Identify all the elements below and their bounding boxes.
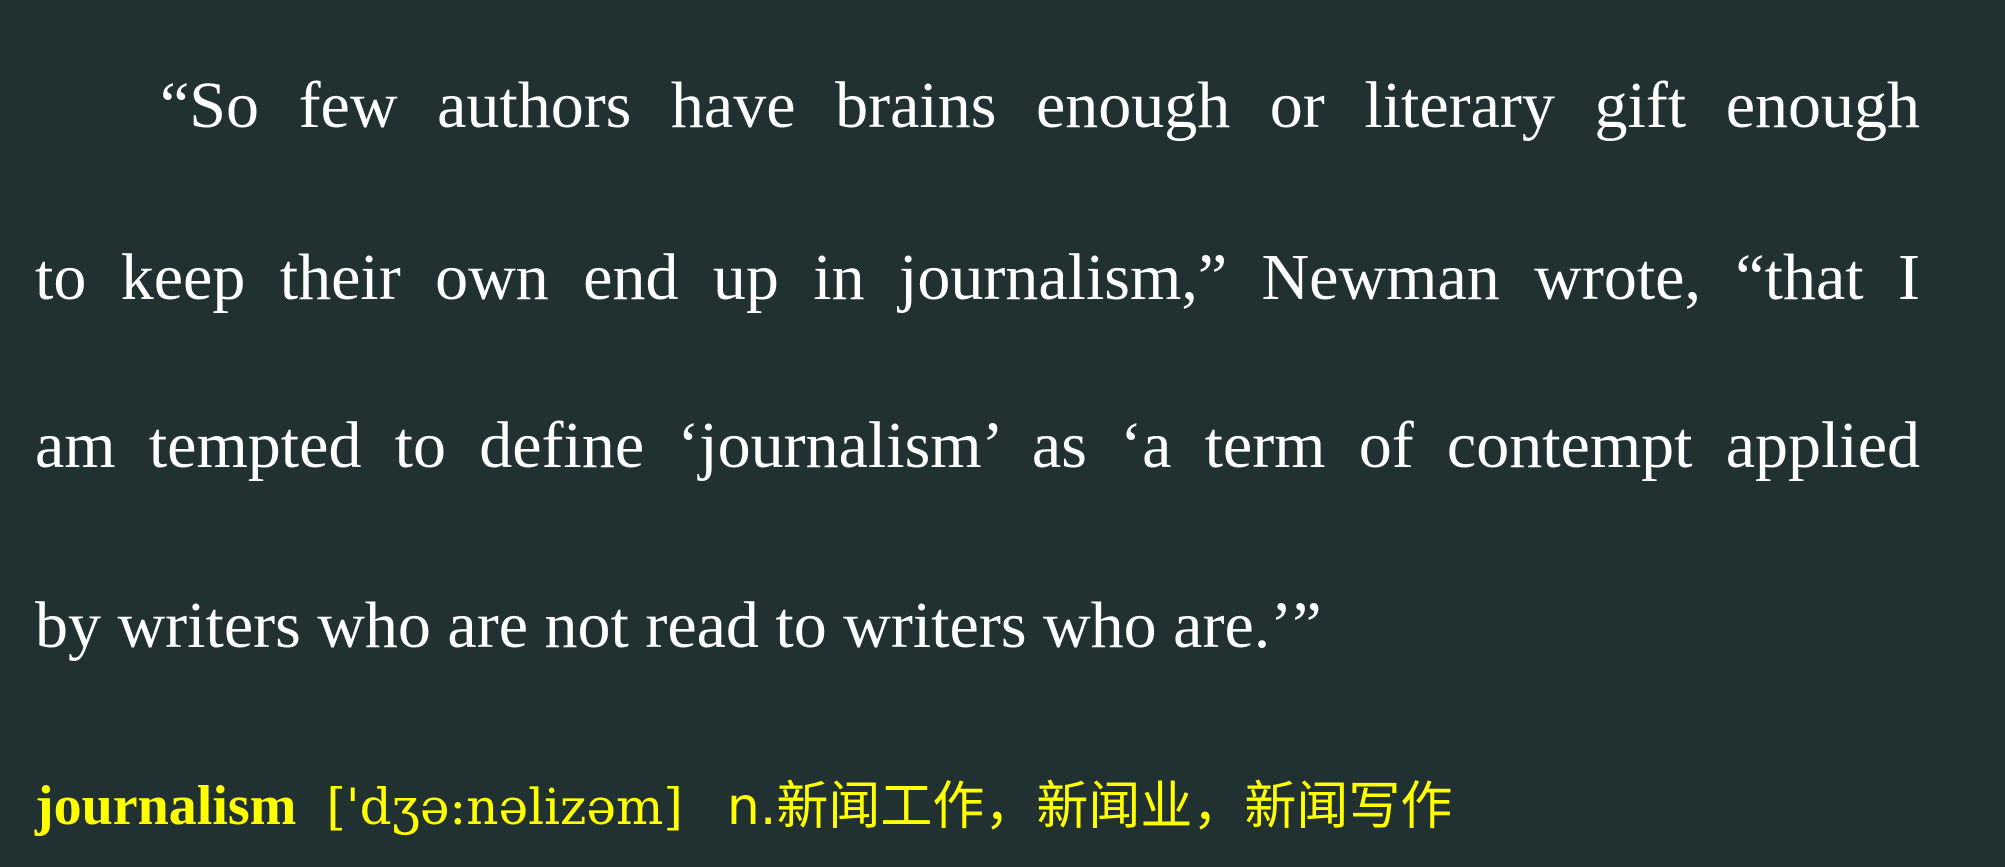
vocabulary-entry: journalism ['dʒə:nəlizəm] n.新闻工作，新闻业，新闻写作: [35, 771, 1452, 841]
vocabulary-word: journalism: [35, 775, 297, 837]
quote-line-1: “So few authors have brains enough or li…: [160, 69, 1920, 142]
quote-line-4: by writers who are not read to writers w…: [35, 589, 1322, 662]
quote-line-2: to keep their own end up in journalism,”…: [35, 241, 1920, 314]
vocabulary-definition: n.新闻工作，新闻业，新闻写作: [726, 777, 1453, 837]
quote-line-3: am tempted to define ‘journalism’ as ‘a …: [35, 409, 1920, 482]
vocabulary-phonetic: ['dʒə:nəlizəm]: [326, 778, 683, 836]
